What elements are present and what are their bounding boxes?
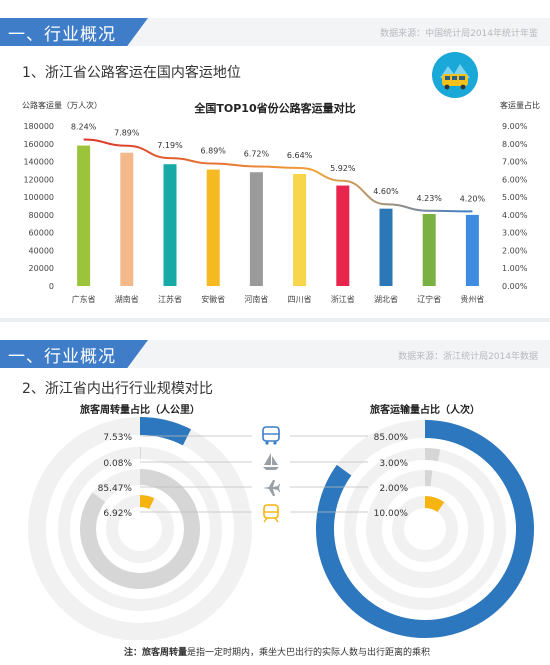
y-tick-label: 160000 <box>23 140 54 149</box>
section-header-title: 一、行业概况 <box>8 25 116 45</box>
left-value-label: 85.47% <box>98 484 133 494</box>
data-label: 4.20% <box>460 194 486 203</box>
bus-badge-icon <box>432 52 478 98</box>
x-tick-label: 浙江省 <box>331 294 355 304</box>
section-header-bar: 一、行业概况 数据来源：中国统计局2014年统计年鉴 <box>0 18 550 46</box>
bar <box>206 169 220 286</box>
y-axis-left-label: 公路客运量（万人次） <box>22 100 102 110</box>
bar <box>422 214 436 286</box>
data-label: 6.72% <box>244 150 270 159</box>
y-tick-label: 100000 <box>23 193 54 202</box>
industry-overview-panel-1: 一、行业概况 数据来源：中国统计局2014年统计年鉴 1、浙江省公路客运在国内客… <box>0 0 550 318</box>
left-value-label: 0.08% <box>103 459 132 469</box>
ring-arc <box>139 495 155 510</box>
x-tick-label: 河南省 <box>244 294 268 304</box>
y-tick-label: 0 <box>49 282 54 291</box>
right-donut-title: 旅客运输量占比（人次） <box>370 403 480 416</box>
x-tick-label: 贵州省 <box>460 294 484 304</box>
data-label: 7.19% <box>157 141 183 150</box>
y-tick-label: 20000 <box>29 264 54 273</box>
footnote-text: 是指一定时期内，乘坐大巴出行的实际人数与出行距离的乘积 <box>187 648 431 658</box>
y-tick-label: 140000 <box>23 158 54 167</box>
train-icon <box>263 504 279 523</box>
y2-tick-label: 3.00% <box>502 229 528 238</box>
data-label: 4.60% <box>373 187 399 196</box>
x-tick-label: 安徽省 <box>201 294 225 304</box>
ring-arc <box>80 469 200 589</box>
data-label: 6.89% <box>200 147 226 156</box>
bar <box>379 208 393 286</box>
right-value-label: 10.00% <box>374 509 409 519</box>
right-value-label: 85.00% <box>374 433 409 443</box>
ring-arc <box>424 448 441 462</box>
footnote-term: 注：旅客周转量 <box>124 648 188 658</box>
right-value-label: 3.00% <box>379 459 408 469</box>
ring-arc <box>424 496 445 513</box>
y2-tick-label: 8.00% <box>502 140 528 149</box>
section-header-title: 一、行业概况 <box>8 347 116 367</box>
section-subtitle: 1、浙江省公路客运在国内客运地位 <box>22 65 241 81</box>
section-header-tab: 一、行业概况 <box>0 18 148 46</box>
chart-title: 全国TOP10省份公路客运量对比 <box>193 101 355 115</box>
y-tick-label: 180000 <box>23 122 54 131</box>
right-value-label: 2.00% <box>379 484 408 494</box>
section-header-bar: 一、行业概况 数据来源：浙江统计局2014年数据 <box>0 340 550 368</box>
y2-tick-label: 4.00% <box>502 211 528 220</box>
left-donut-title: 旅客周转量占比（人公里） <box>80 403 200 416</box>
share-line <box>83 138 473 213</box>
left-value-label: 6.92% <box>103 509 132 519</box>
data-label: 5.92% <box>330 164 356 173</box>
bar-line-chart: 0 20000 40000 60000 80000 100000 120000 140000 1… <box>22 100 540 304</box>
y2-tick-label: 0.00% <box>502 282 528 291</box>
x-tick-label: 湖北省 <box>374 294 398 304</box>
y2-tick-label: 5.00% <box>502 193 528 202</box>
y-tick-label: 80000 <box>29 211 54 220</box>
y2-tick-label: 2.00% <box>502 246 528 255</box>
x-tick-label: 湖南省 <box>115 294 139 304</box>
y2-tick-label: 6.00% <box>502 175 528 184</box>
bar <box>465 214 479 286</box>
ring-arc <box>316 420 534 638</box>
bar <box>249 172 263 286</box>
data-label: 7.89% <box>114 129 140 138</box>
bar <box>293 174 307 286</box>
x-tick-label: 广东省 <box>72 294 96 304</box>
bus-icon <box>262 426 280 445</box>
data-label: 4.23% <box>416 194 442 203</box>
section-header-tab: 一、行业概况 <box>0 340 148 368</box>
sailboat-icon <box>263 453 279 470</box>
bar <box>120 152 134 286</box>
y-axis-right-label: 客运量占比 <box>500 100 540 110</box>
y-tick-label: 120000 <box>23 175 54 184</box>
donut-charts: 旅客周转量占比（人公里） 旅客运输量占比（人次） 7.53% 85.00% 0.08… <box>28 403 534 640</box>
x-tick-label: 辽宁省 <box>417 294 441 304</box>
bar <box>336 185 350 286</box>
data-label: 6.64% <box>287 151 313 160</box>
footnote: 注：旅客周转量是指一定时期内，乘坐大巴出行的实际人数与出行距离的乘积 <box>124 645 430 658</box>
y-tick-label: 60000 <box>29 229 54 238</box>
x-tick-label: 四川省 <box>288 294 312 304</box>
left-value-label: 7.53% <box>103 433 132 443</box>
y2-tick-label: 1.00% <box>502 264 528 273</box>
industry-overview-panel-2: 一、行业概况 数据来源：浙江统计局2014年数据 2、浙江省内出行行业规模对比 … <box>0 322 550 665</box>
bar <box>77 145 91 286</box>
data-label: 8.24% <box>71 123 97 132</box>
bar <box>163 164 177 286</box>
panel-divider <box>0 318 550 322</box>
y2-tick-label: 7.00% <box>502 158 528 167</box>
y-tick-label: 40000 <box>29 246 54 255</box>
data-source-note: 数据来源：浙江统计局2014年数据 <box>398 352 538 362</box>
section-subtitle: 2、浙江省内出行行业规模对比 <box>22 381 213 397</box>
airplane-icon <box>263 480 280 496</box>
data-source-note: 数据来源：中国统计局2014年统计年鉴 <box>380 29 538 39</box>
y2-tick-label: 9.00% <box>502 122 528 131</box>
x-tick-label: 江苏省 <box>158 294 182 304</box>
